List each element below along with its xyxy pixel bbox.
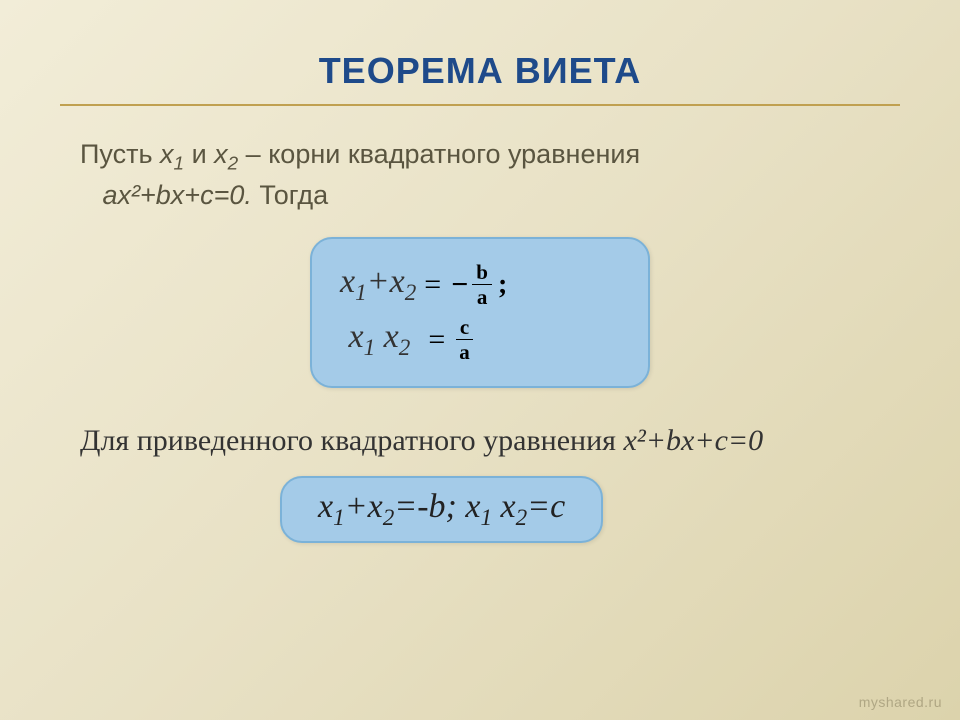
r-p5: =c — [527, 488, 565, 525]
intro-paragraph: Пусть x1 и x2 – корни квадратного уравне… — [80, 136, 900, 213]
reduced-formula: x1+x2=-b; x1 x2=c — [318, 488, 565, 525]
r-s2: 2 — [383, 504, 395, 530]
prod-den: a — [455, 340, 474, 363]
title-underline — [60, 104, 900, 106]
formula-sum: x1+x2 = − b a ; — [340, 261, 620, 308]
slide-title: ТЕОРЕМА ВИЕТА — [60, 50, 900, 92]
sum-plus: + — [367, 263, 390, 300]
intro-suffix: Тогда — [252, 180, 328, 210]
slide: ТЕОРЕМА ВИЕТА Пусть x1 и x2 – корни квад… — [0, 0, 960, 720]
intro-equation: аx²+bx+c=0. — [103, 180, 252, 210]
prod-s2: 2 — [399, 335, 411, 361]
r-p3: =-b; x — [394, 488, 480, 525]
sum-neg: − — [451, 268, 468, 302]
reduced-text: Для приведенного квадратного уравнения — [80, 424, 623, 457]
r-p1: x — [318, 488, 333, 525]
reduced-equation: x²+bx+c=0 — [623, 424, 763, 457]
sum-num: b — [472, 261, 492, 285]
sum-x1: x — [340, 263, 355, 300]
intro-x1: x — [160, 139, 174, 169]
r-s3: 1 — [480, 504, 492, 530]
prod-num: c — [456, 316, 473, 340]
intro-prefix: Пусть — [80, 139, 160, 169]
sum-eq: = — [424, 268, 441, 302]
intro-sub2: 2 — [228, 153, 239, 174]
intro-mid: – корни квадратного уравнения — [238, 139, 640, 169]
formula-box-reduced: x1+x2=-b; x1 x2=c — [280, 476, 603, 544]
sum-x2: x — [390, 263, 405, 300]
sum-s1: 1 — [355, 280, 367, 306]
formula-product: x1 x2 = c a — [340, 316, 620, 363]
sum-s2: 2 — [405, 280, 417, 306]
reduced-paragraph: Для приведенного квадратного уравнения x… — [80, 424, 900, 458]
prod-sp — [375, 318, 384, 355]
intro-sub1: 1 — [174, 153, 185, 174]
formula-box-general: x1+x2 = − b a ; x1 x2 = c a — [310, 237, 650, 387]
sum-fraction: b a — [472, 261, 492, 308]
prod-eq: = — [428, 323, 445, 357]
intro-conj: и — [184, 139, 214, 169]
prod-x2: x — [384, 318, 399, 355]
r-s1: 1 — [333, 504, 345, 530]
r-p4: x — [492, 488, 516, 525]
prod-lhs: x1 x2 — [340, 318, 410, 362]
prod-fraction: c a — [455, 316, 474, 363]
r-p2: +x — [345, 488, 383, 525]
r-s4: 2 — [516, 504, 528, 530]
prod-s1: 1 — [364, 335, 376, 361]
prod-x1: x — [349, 318, 364, 355]
watermark: myshared.ru — [859, 694, 942, 710]
intro-x2: x — [214, 139, 228, 169]
sum-semi: ; — [498, 269, 507, 301]
sum-den: a — [473, 285, 492, 308]
sum-lhs: x1+x2 — [340, 263, 416, 307]
